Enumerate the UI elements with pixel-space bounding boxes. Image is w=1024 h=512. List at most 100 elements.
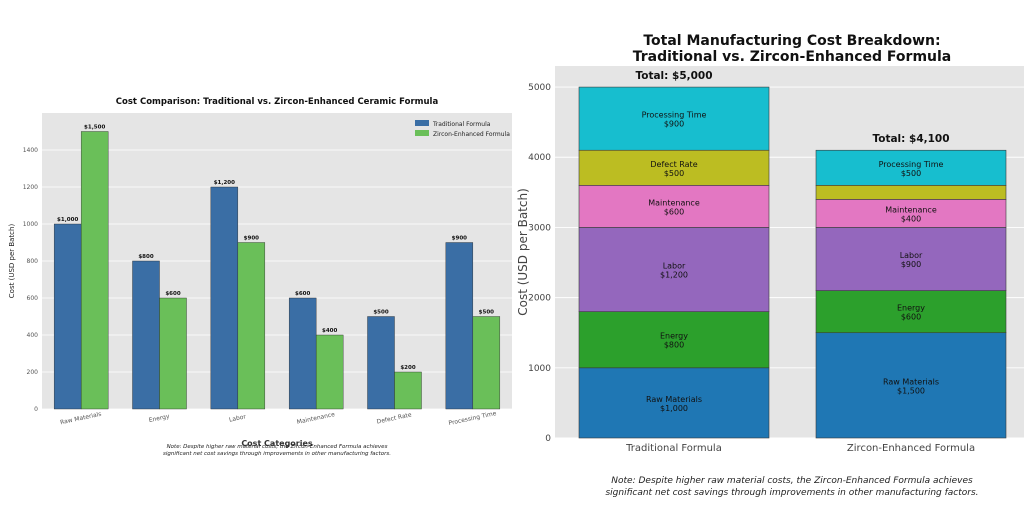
right-chart-title-line-2: Traditional vs. Zircon-Enhanced Formula (633, 49, 952, 65)
left-bar-value-label: $500 (373, 310, 388, 316)
right-segment-name: Energy (897, 304, 925, 313)
right-segment-name: Labor (900, 251, 923, 260)
right-segment-value: $1,000 (660, 404, 688, 413)
left-bar-traditional (288, 297, 317, 410)
right-y-tick-label: 4000 (528, 153, 551, 163)
left-x-tick-label: Defect Rate (376, 411, 412, 425)
left-bar-value-label: $200 (400, 365, 415, 371)
right-total-label: Total: $4,100 (872, 133, 949, 145)
left-y-axis-label: Cost (USD per Batch) (8, 224, 16, 299)
right-segment-maintenance (578, 185, 770, 228)
right-y-tick-label: 3000 (528, 223, 551, 233)
left-bar-traditional (367, 316, 395, 410)
left-y-tick-label: 600 (27, 295, 39, 302)
left-y-tick-label: 400 (27, 332, 39, 339)
left-x-tick-label: Labor (228, 413, 247, 423)
left-bar-value-label: $1,200 (214, 180, 235, 186)
left-legend: Traditional Formula Zircon-Enhanced Form… (411, 117, 510, 141)
left-bar-zircon (315, 334, 344, 410)
right-x-tick-label: Traditional Formula (625, 443, 722, 454)
right-segment-name: Maintenance (648, 198, 700, 207)
left-bar-traditional (210, 186, 239, 410)
left-bar-value-label: $900 (452, 236, 467, 242)
legend-label-traditional: Traditional Formula (432, 121, 491, 128)
left-x-axis-label: Cost Categories (241, 439, 313, 448)
right-segment-value: $900 (664, 120, 684, 129)
left-x-tick-label: Energy (148, 413, 170, 424)
right-segment-energy (815, 290, 1007, 334)
right-segment-energy (578, 311, 770, 369)
right-segment-value: $800 (664, 341, 684, 350)
left-bar-value-label: $500 (479, 310, 494, 316)
right-note-line-2: significant net cost savings through imp… (605, 488, 978, 498)
left-bar-zircon (159, 297, 187, 410)
legend-label-zircon: Zircon-Enhanced Formula (433, 131, 510, 138)
right-segment-raw-materials (578, 367, 770, 439)
left-chart-title: Cost Comparison: Traditional vs. Zircon-… (116, 97, 439, 107)
left-bar-value-label: $800 (138, 254, 153, 260)
left-bar-value-label: $400 (322, 328, 337, 334)
right-segment-value: $400 (901, 214, 921, 223)
left-bar-zircon (394, 371, 422, 410)
left-bar-zircon (472, 316, 501, 410)
left-bar-value-label: $900 (244, 236, 259, 242)
right-chart-title-line-1: Total Manufacturing Cost Breakdown: (643, 33, 940, 49)
right-segment-name: Processing Time (642, 111, 707, 120)
left-x-tick-label: Raw Materials (60, 411, 103, 427)
right-note-line-1: Note: Despite higher raw material costs,… (611, 476, 973, 486)
right-segment-maintenance (815, 199, 1007, 228)
left-bar-traditional (445, 242, 474, 410)
left-bar-traditional (53, 223, 82, 410)
stacked-bar-chart: Raw Materials$1,000Energy$800Labor$1,200… (516, 33, 1024, 498)
right-segment-defect-rate (815, 185, 1007, 200)
right-segment-value: $600 (664, 207, 684, 216)
right-segment-value: $900 (901, 260, 921, 269)
right-segment-value: $500 (664, 169, 684, 178)
right-segment-value: $500 (901, 169, 921, 178)
right-segment-raw-materials (815, 332, 1007, 439)
right-segment-name: Defect Rate (650, 160, 697, 169)
left-x-tick-label: Processing Time (448, 410, 497, 427)
right-segment-defect-rate (578, 149, 770, 186)
left-bar-zircon (237, 242, 266, 410)
left-bar-traditional (132, 260, 160, 410)
right-segment-name: Energy (660, 332, 688, 341)
right-y-tick-label: 1000 (528, 364, 551, 374)
right-y-tick-label: 2000 (528, 294, 551, 304)
right-segment-name: Processing Time (879, 160, 944, 169)
right-y-tick-label: 0 (545, 434, 551, 444)
right-total-label: Total: $5,000 (635, 70, 712, 82)
right-segment-labor (578, 227, 770, 312)
legend-swatch-traditional (415, 120, 429, 126)
left-bar-value-label: $600 (295, 291, 310, 297)
right-segment-processing-time (815, 149, 1007, 186)
right-y-tick-label: 5000 (528, 83, 551, 93)
right-segment-processing-time (578, 86, 770, 151)
right-segment-name: Raw Materials (883, 377, 939, 386)
left-y-tick-label: 0 (34, 406, 38, 413)
left-x-tick-label: Maintenance (296, 411, 336, 426)
left-y-tick-label: 1200 (23, 184, 38, 191)
left-bar-zircon (80, 131, 109, 410)
left-note-line-1: Note: Despite higher raw material costs,… (167, 444, 388, 450)
left-bar-value-label: $600 (165, 291, 180, 297)
left-y-tick-label: 800 (27, 258, 39, 265)
right-segment-value: $1,500 (897, 386, 925, 395)
left-note-line-2: significant net cost savings through imp… (163, 451, 391, 457)
right-x-tick-label: Zircon-Enhanced Formula (847, 443, 975, 454)
right-segment-value: $1,200 (660, 271, 688, 280)
right-segment-name: Labor (663, 262, 686, 271)
right-y-axis-label: Cost (USD per Batch) (516, 188, 530, 316)
right-segment-value: $600 (901, 313, 921, 322)
left-y-tick-label: 1000 (23, 221, 38, 228)
grouped-bar-chart: $1,000 $1,500 $800 $600 $1,200 $900 $600 $400 $5… (8, 97, 512, 457)
left-y-tick-label: 200 (27, 369, 39, 376)
left-y-tick-label: 1400 (23, 147, 38, 154)
right-segment-name: Raw Materials (646, 395, 702, 404)
left-bar-value-label: $1,000 (57, 217, 78, 223)
right-segment-labor (815, 227, 1007, 291)
legend-swatch-zircon (415, 130, 429, 136)
left-bar-value-label: $1,500 (84, 125, 105, 131)
right-segment-name: Maintenance (885, 205, 937, 214)
